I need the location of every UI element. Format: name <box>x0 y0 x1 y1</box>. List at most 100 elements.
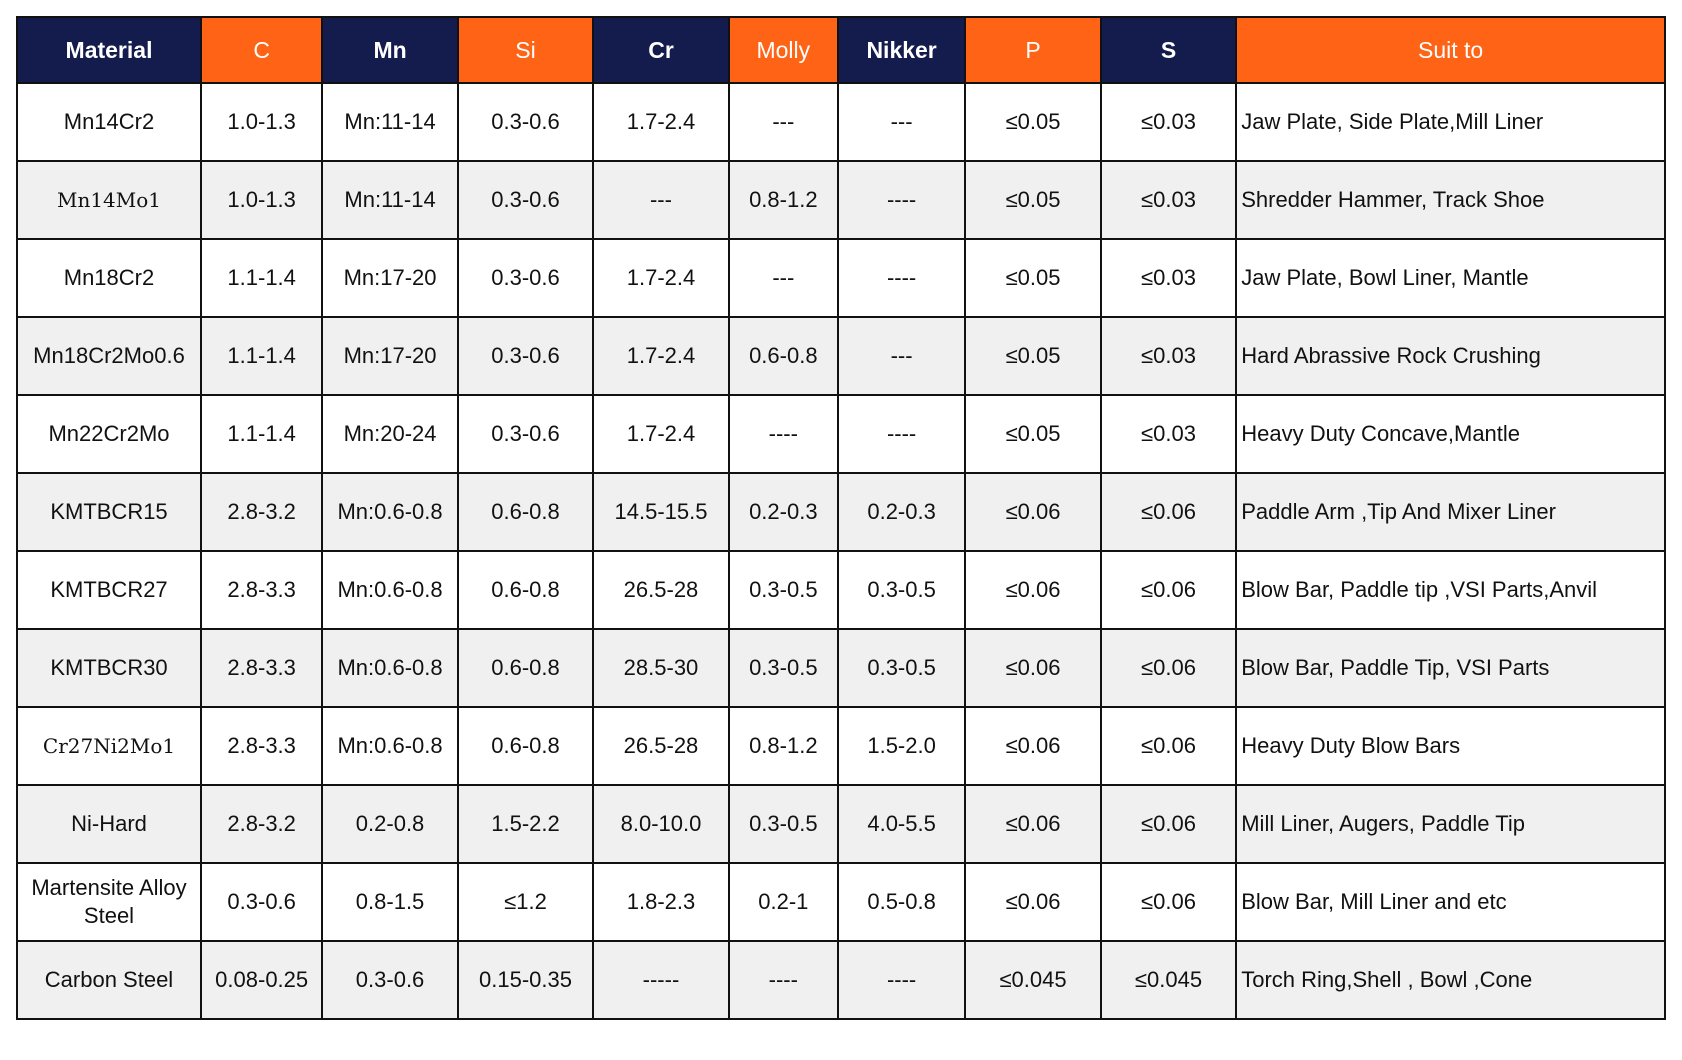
cell-si: 0.6-0.8 <box>456 706 595 786</box>
cell-material: Mn22Cr2Mo <box>16 394 202 474</box>
cell-p: ≤0.045 <box>964 940 1102 1020</box>
column-header-cr: Cr <box>592 16 730 84</box>
cell-nikker: 0.3-0.5 <box>836 628 967 708</box>
cell-material: Mn18Cr2 <box>16 238 202 318</box>
cell-p: ≤0.05 <box>964 394 1102 474</box>
cell-s: ≤0.03 <box>1099 160 1238 240</box>
header-row: Material C Mn Si Cr Molly Nikker P S Suit to <box>16 16 1666 84</box>
cell-molly: 0.3-0.5 <box>727 628 839 708</box>
cell-suit-to: Blow Bar, Paddle Tip, VSI Parts <box>1235 628 1666 708</box>
cell-s: ≤0.06 <box>1099 706 1238 786</box>
cell-mn: Mn:20-24 <box>321 394 459 474</box>
cell-molly: 0.2-1 <box>727 862 839 942</box>
cell-material: Mn18Cr2Mo0.6 <box>16 316 202 396</box>
cell-material: Mn14Cr2 <box>16 82 202 162</box>
cell-p: ≤0.05 <box>964 238 1102 318</box>
cell-material: Ni-Hard <box>16 784 202 864</box>
cell-nikker: 0.3-0.5 <box>836 550 967 630</box>
cell-molly: ---- <box>727 394 839 474</box>
column-header-suit-to: Suit to <box>1235 16 1666 84</box>
cell-nikker: ---- <box>836 238 967 318</box>
cell-material: Cr27Ni2Mo1 <box>16 706 202 786</box>
material-composition-table: Material C Mn Si Cr Molly Nikker P S Suit to Mn14… <box>16 16 1666 1020</box>
cell-material: Martensite Alloy Steel <box>16 862 202 942</box>
cell-cr: 26.5-28 <box>592 706 730 786</box>
cell-mn: Mn:17-20 <box>321 238 459 318</box>
cell-s: ≤0.045 <box>1099 940 1238 1020</box>
cell-suit-to: Jaw Plate, Bowl Liner, Mantle <box>1235 238 1666 318</box>
table-row: KMTBCR27 2.8-3.3 Mn:0.6-0.8 0.6-0.8 26.5-28 0… <box>16 550 1666 630</box>
cell-nikker: --- <box>836 82 967 162</box>
cell-molly: 0.6-0.8 <box>727 316 839 396</box>
cell-mn: Mn:0.6-0.8 <box>321 706 459 786</box>
cell-si: 0.6-0.8 <box>456 550 595 630</box>
cell-c: 1.1-1.4 <box>199 316 324 396</box>
cell-molly: 0.3-0.5 <box>727 784 839 864</box>
table-row: Mn18Cr2 1.1-1.4 Mn:17-20 0.3-0.6 1.7-2.4 --- -… <box>16 238 1666 318</box>
table-row: Martensite Alloy Steel 0.3-0.6 0.8-1.5 ≤1.2… <box>16 862 1666 942</box>
cell-s: ≤0.03 <box>1099 316 1238 396</box>
cell-cr: 1.7-2.4 <box>592 394 730 474</box>
table-row: Carbon Steel 0.08-0.25 0.3-0.6 0.15-0.35 ---… <box>16 940 1666 1020</box>
cell-c: 0.3-0.6 <box>199 862 324 942</box>
cell-mn: Mn:11-14 <box>321 82 459 162</box>
cell-si: 0.3-0.6 <box>456 238 595 318</box>
cell-suit-to: Shredder Hammer, Track Shoe <box>1235 160 1666 240</box>
cell-s: ≤0.06 <box>1099 784 1238 864</box>
cell-p: ≤0.06 <box>964 472 1102 552</box>
cell-nikker: ---- <box>836 394 967 474</box>
cell-nikker: 4.0-5.5 <box>836 784 967 864</box>
cell-p: ≤0.06 <box>964 706 1102 786</box>
cell-p: ≤0.06 <box>964 862 1102 942</box>
cell-s: ≤0.03 <box>1099 82 1238 162</box>
cell-c: 1.0-1.3 <box>199 160 324 240</box>
cell-suit-to: Heavy Duty Blow Bars <box>1235 706 1666 786</box>
cell-cr: 26.5-28 <box>592 550 730 630</box>
cell-suit-to: Blow Bar, Paddle tip ,VSI Parts,Anvil <box>1235 550 1666 630</box>
cell-mn: 0.3-0.6 <box>321 940 459 1020</box>
cell-mn: Mn:0.6-0.8 <box>321 472 459 552</box>
cell-material: KMTBCR15 <box>16 472 202 552</box>
cell-suit-to: Heavy Duty Concave,Mantle <box>1235 394 1666 474</box>
column-header-c: C <box>199 16 324 84</box>
cell-mn: Mn:0.6-0.8 <box>321 550 459 630</box>
cell-c: 2.8-3.2 <box>199 784 324 864</box>
cell-material: Carbon Steel <box>16 940 202 1020</box>
cell-p: ≤0.05 <box>964 160 1102 240</box>
cell-cr: 1.8-2.3 <box>592 862 730 942</box>
cell-s: ≤0.06 <box>1099 862 1238 942</box>
cell-molly: ---- <box>727 940 839 1020</box>
cell-p: ≤0.05 <box>964 316 1102 396</box>
table-row: KMTBCR15 2.8-3.2 Mn:0.6-0.8 0.6-0.8 14.5-15.… <box>16 472 1666 552</box>
column-header-mn: Mn <box>321 16 459 84</box>
cell-material: KMTBCR30 <box>16 628 202 708</box>
cell-c: 2.8-3.3 <box>199 550 324 630</box>
cell-molly: 0.8-1.2 <box>727 706 839 786</box>
table-row: Mn14Cr2 1.0-1.3 Mn:11-14 0.3-0.6 1.7-2.4 --- -… <box>16 82 1666 162</box>
cell-cr: 1.7-2.4 <box>592 238 730 318</box>
cell-si: 0.3-0.6 <box>456 394 595 474</box>
table-row: Ni-Hard 2.8-3.2 0.2-0.8 1.5-2.2 8.0-10.0 0.3-… <box>16 784 1666 864</box>
cell-c: 2.8-3.2 <box>199 472 324 552</box>
cell-si: ≤1.2 <box>456 862 595 942</box>
cell-suit-to: Jaw Plate, Side Plate,Mill Liner <box>1235 82 1666 162</box>
cell-mn: Mn:17-20 <box>321 316 459 396</box>
table-row: Mn18Cr2Mo0.6 1.1-1.4 Mn:17-20 0.3-0.6 1.7-2.… <box>16 316 1666 396</box>
cell-suit-to: Mill Liner, Augers, Paddle Tip <box>1235 784 1666 864</box>
cell-cr: 14.5-15.5 <box>592 472 730 552</box>
cell-p: ≤0.06 <box>964 784 1102 864</box>
cell-molly: 0.8-1.2 <box>727 160 839 240</box>
cell-nikker: ---- <box>836 940 967 1020</box>
cell-suit-to: Torch Ring,Shell , Bowl ,Cone <box>1235 940 1666 1020</box>
column-header-s: S <box>1099 16 1238 84</box>
column-header-si: Si <box>456 16 595 84</box>
cell-p: ≤0.05 <box>964 82 1102 162</box>
cell-mn: Mn:0.6-0.8 <box>321 628 459 708</box>
cell-nikker: 0.2-0.3 <box>836 472 967 552</box>
column-header-molly: Molly <box>727 16 839 84</box>
cell-si: 0.6-0.8 <box>456 628 595 708</box>
cell-cr: ----- <box>592 940 730 1020</box>
column-header-material: Material <box>16 16 202 84</box>
cell-s: ≤0.03 <box>1099 238 1238 318</box>
cell-cr: --- <box>592 160 730 240</box>
